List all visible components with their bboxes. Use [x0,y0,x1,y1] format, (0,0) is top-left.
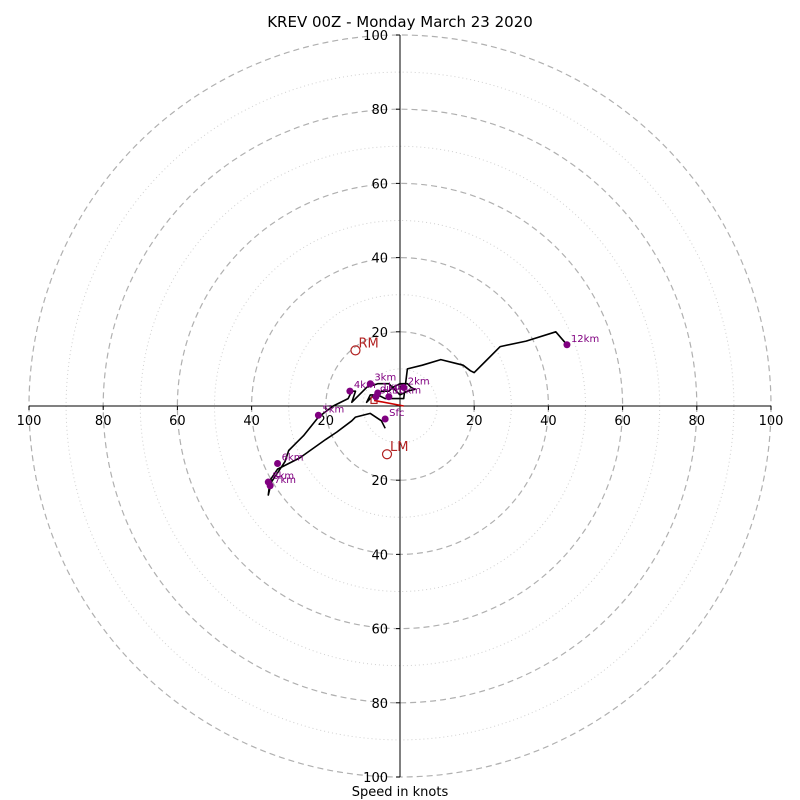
x-tick-label: 40 [540,414,557,429]
x-tick-label: 80 [95,414,112,429]
y-tick-label: 80 [371,103,388,118]
height-label-2km: 2km [408,376,430,387]
storm-motion-label-LM: LM [390,440,408,455]
height-point-4km [346,387,354,395]
y-tick-label: 80 [371,697,388,712]
height-point-3km [366,380,374,388]
height-label-6km: 6km [282,453,304,464]
y-tick-label: 20 [371,326,388,341]
chart-title: KREV 00Z - Monday March 23 2020 [267,13,533,31]
height-label-1km: 1km [382,382,404,393]
y-axis-ticks: 100 80 60 40 20 20 40 60 80 100 [363,29,400,786]
height-label-Sfc: Sfc [389,408,404,419]
y-tick-label: 40 [371,252,388,267]
height-point-6km [274,460,282,468]
height-point-5km [314,411,322,419]
x-axis-ticks: 100 80 60 40 20 20 40 60 80 100 [17,406,784,429]
storm-motion-marker-RM [350,345,361,356]
x-tick-label: 20 [318,414,335,429]
x-tick-label: 100 [17,414,42,429]
x-tick-label: 60 [614,414,631,429]
y-tick-label: 60 [371,623,388,638]
height-label-12km: 12km [571,334,599,345]
storm-motion-label-RM: RM [358,336,378,351]
height-label-7km: 7km [274,475,296,486]
x-tick-label: 20 [466,414,483,429]
height-label-9km: 9km [380,386,402,397]
y-tick-label: 100 [363,29,388,44]
y-tick-label: 100 [363,771,388,786]
y-tick-label: 20 [371,474,388,489]
y-tick-label: 60 [371,177,388,192]
x-tick-label: 100 [759,414,784,429]
hodograph-trace [267,330,568,496]
height-point-10km [385,393,393,401]
storm-motion-markers: RM LM [350,336,408,460]
x-tick-label: 80 [689,414,706,429]
height-point-8km [264,478,272,486]
height-label-5km: 5km [322,404,344,415]
height-point-12km [563,341,571,349]
storm-motion-marker-LM [381,449,393,460]
height-label-4km: 4km [354,380,376,391]
shear-vector-line [373,399,404,407]
height-point-Sfc [381,415,389,423]
height-point-9km [372,393,380,401]
height-point-2km [400,383,408,391]
height-label-3km: 3km [374,373,396,384]
height-label-10km: 10km [393,386,421,397]
x-axis-label: Speed in knots [352,785,449,800]
x-tick-label: 40 [243,414,260,429]
x-tick-label: 60 [169,414,186,429]
y-tick-label: 40 [371,548,388,563]
height-label-8km: 8km [272,471,294,482]
hodograph-line [267,330,568,496]
